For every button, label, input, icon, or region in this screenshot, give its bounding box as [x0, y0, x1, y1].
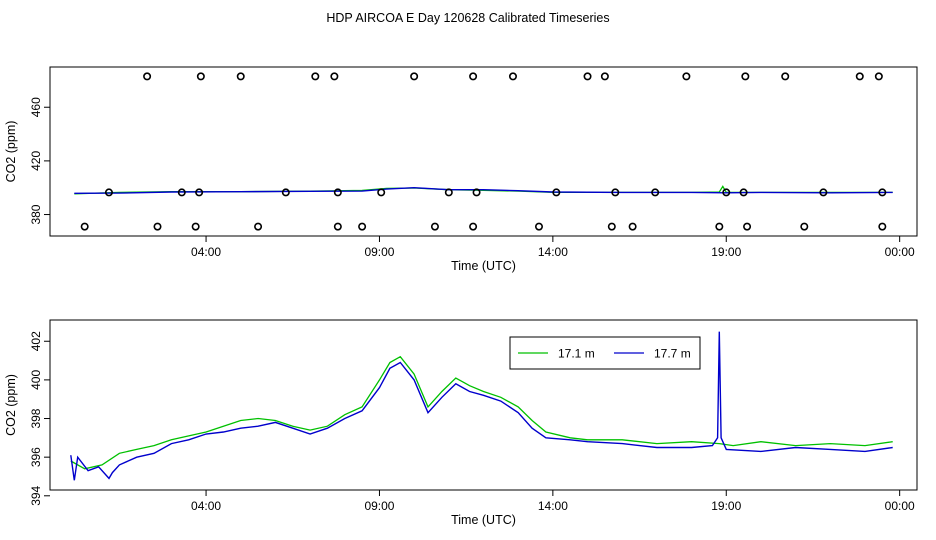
- calibration-marker: [196, 72, 205, 81]
- calibration-marker: [800, 222, 809, 231]
- figure-title: HDP AIRCOA E Day 120628 Calibrated Times…: [326, 11, 609, 25]
- calibration-marker: [600, 72, 609, 81]
- calibration-marker: [358, 222, 367, 231]
- x-tick-label: 19:00: [711, 245, 741, 259]
- calibration-marker: [552, 188, 561, 197]
- calibration-marker: [410, 72, 419, 81]
- calibration-marker: [153, 222, 162, 231]
- calibration-marker: [254, 222, 263, 231]
- calibration-marker: [377, 188, 386, 197]
- calibration-marker: [333, 222, 342, 231]
- x-tick-label: 00:00: [885, 245, 915, 259]
- calibration-marker: [104, 188, 113, 197]
- calibration-marker: [444, 188, 453, 197]
- y-axis-label: CO2 (ppm): [4, 121, 18, 183]
- x-tick-label: 00:00: [885, 499, 915, 513]
- x-axis-label: Time (UTC): [451, 513, 516, 527]
- legend-label: 17.7 m: [654, 347, 691, 361]
- y-tick-label: 400: [29, 370, 43, 390]
- calibration-marker: [191, 222, 200, 231]
- top-panel: 04:00 09:00 14:00 19:00 00:00 Time (UTC) 380 42…: [4, 66, 918, 273]
- calibration-marker: [534, 222, 543, 231]
- x-tick-label: 09:00: [364, 245, 394, 259]
- calibration-marker: [819, 188, 828, 197]
- calibration-marker: [508, 72, 517, 81]
- calibration-marker: [628, 222, 637, 231]
- y-axis-label: CO2 (ppm): [4, 374, 18, 436]
- calibration-marker: [878, 188, 887, 197]
- calibration-marker: [469, 72, 478, 81]
- series-line-17-1m: [70, 355, 893, 470]
- calibration-marker: [143, 72, 152, 81]
- calibration-marker: [607, 222, 616, 231]
- calibration-marker: [741, 72, 750, 81]
- calibration-marker: [177, 188, 186, 197]
- calibration-marker: [651, 188, 660, 197]
- y-tick-label: 398: [29, 408, 43, 428]
- y-tick-label: 380: [29, 204, 43, 224]
- calibration-marker: [469, 222, 478, 231]
- legend-label: 17.1 m: [558, 347, 595, 361]
- calibration-marker: [743, 222, 752, 231]
- calibration-marker: [311, 72, 320, 81]
- calibration-marker: [583, 72, 592, 81]
- calibration-marker: [739, 188, 748, 197]
- calibration-marker: [874, 72, 883, 81]
- calibration-marker: [682, 72, 691, 81]
- calibration-marker: [236, 72, 245, 81]
- calibration-marker: [333, 188, 342, 197]
- calibration-marker: [781, 72, 790, 81]
- calibration-marker: [430, 222, 439, 231]
- y-tick-label: 460: [29, 97, 43, 117]
- y-tick-label: 402: [29, 331, 43, 351]
- bottom-panel: 04:00 09:00 14:00 19:00 00:00 Time (UTC) 394 39…: [4, 319, 918, 527]
- y-tick-label: 394: [29, 485, 43, 505]
- series-line-17-7m: [74, 186, 893, 194]
- x-tick-label: 09:00: [364, 499, 394, 513]
- y-tick-label: 396: [29, 447, 43, 467]
- y-tick-label: 420: [29, 151, 43, 171]
- calibration-marker: [722, 188, 731, 197]
- calibration-marker: [195, 188, 204, 197]
- calibration-marker: [330, 72, 339, 81]
- plot-frame: [49, 319, 918, 491]
- calibration-marker: [472, 188, 481, 197]
- calibration-marker: [855, 72, 864, 81]
- x-tick-label: 14:00: [538, 499, 568, 513]
- calibration-marker: [878, 222, 887, 231]
- series-line-17-7m: [70, 331, 893, 481]
- plot-frame: [49, 66, 918, 237]
- calibration-marker: [715, 222, 724, 231]
- calibration-marker: [80, 222, 89, 231]
- legend: 17.1 m 17.7 m: [509, 336, 701, 370]
- calibration-marker: [611, 188, 620, 197]
- calibration-marker: [281, 188, 290, 197]
- x-tick-label: 14:00: [538, 245, 568, 259]
- x-tick-label: 04:00: [191, 245, 221, 259]
- x-tick-label: 04:00: [191, 499, 221, 513]
- x-axis-label: Time (UTC): [451, 259, 516, 273]
- x-tick-label: 19:00: [711, 499, 741, 513]
